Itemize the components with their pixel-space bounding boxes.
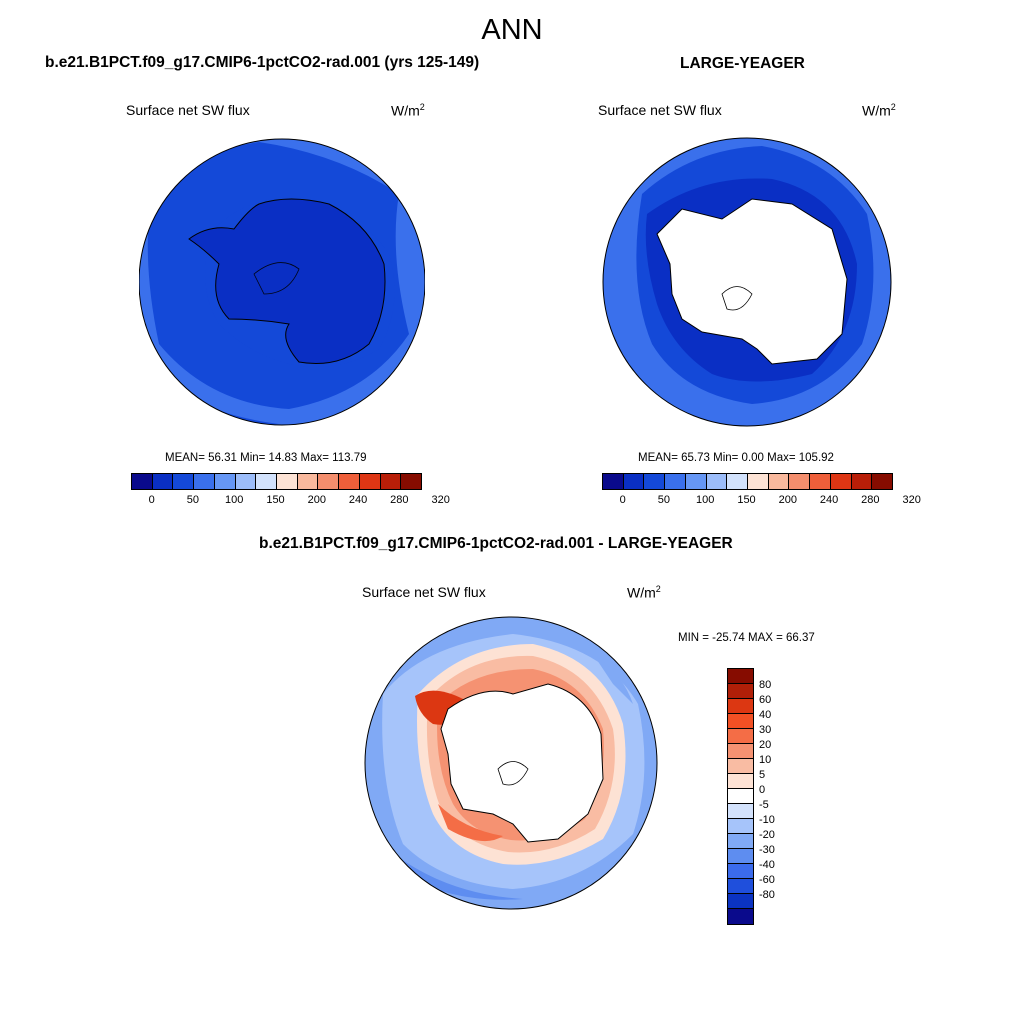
colorbar-box — [318, 474, 340, 489]
colorbar-tick-label: -60 — [759, 874, 775, 886]
colorbar-box — [728, 684, 753, 699]
obs-panel-title: LARGE-YEAGER — [680, 55, 805, 72]
colorbar-box — [728, 669, 753, 684]
colorbar-tick-label: 80 — [759, 679, 772, 691]
colorbar-box — [728, 789, 753, 804]
colorbar-box — [277, 474, 298, 489]
colorbar-box — [706, 474, 728, 489]
colorbar-tick-label: 150 — [737, 494, 756, 506]
colorbar-box — [603, 474, 624, 489]
colorbar-box — [623, 474, 645, 489]
colorbar-tick-label: -40 — [759, 859, 775, 871]
colorbar-box — [748, 474, 769, 489]
obs-stats: MEAN= 65.73 Min= 0.00 Max= 105.92 — [638, 452, 834, 464]
model-panel-title: b.e21.B1PCT.f09_g17.CMIP6-1pctCO2-rad.00… — [45, 54, 480, 71]
colorbar-box — [256, 474, 278, 489]
diff-colorbar — [727, 668, 754, 925]
colorbar-box — [665, 474, 686, 489]
obs-polar-map — [602, 137, 892, 427]
colorbar-box — [728, 714, 753, 729]
colorbar-tick-label: -80 — [759, 889, 775, 901]
model-colorbar-ticks: 0 50 100 150 200 240 280 320 — [0, 494, 1024, 508]
colorbar-box — [728, 699, 753, 714]
diff-variable-label: Surface net SW flux — [362, 584, 486, 600]
colorbar-tick-label: 10 — [759, 754, 772, 766]
colorbar-box — [728, 759, 753, 774]
colorbar-box — [727, 474, 749, 489]
colorbar-box — [339, 474, 360, 489]
colorbar-tick-label: 200 — [778, 494, 797, 506]
colorbar-tick-label: 240 — [819, 494, 839, 506]
colorbar-tick-label: 280 — [390, 494, 409, 506]
colorbar-tick-label: 240 — [348, 494, 368, 506]
colorbar-box — [401, 474, 422, 489]
colorbar-tick-label: 0 — [148, 494, 155, 506]
colorbar-box — [728, 819, 753, 834]
colorbar-tick-label: 60 — [759, 694, 772, 706]
obs-variable-label: Surface net SW flux — [598, 102, 722, 118]
diff-stats: MIN = -25.74 MAX = 66.37 — [678, 632, 815, 644]
colorbar-box — [297, 474, 319, 489]
colorbar-tick-label: 30 — [759, 724, 772, 736]
colorbar-box — [768, 474, 790, 489]
colorbar-tick-label: 320 — [431, 494, 450, 506]
colorbar-box — [728, 879, 753, 894]
colorbar-box — [173, 474, 195, 489]
colorbar-box — [728, 849, 753, 864]
colorbar-box — [214, 474, 236, 489]
colorbar-box — [789, 474, 811, 489]
colorbar-box — [728, 864, 753, 879]
colorbar-box — [380, 474, 402, 489]
colorbar-box — [728, 909, 753, 924]
colorbar-tick-label: -10 — [759, 814, 775, 826]
colorbar-box — [728, 894, 753, 909]
obs-units-label: W/m2 — [862, 102, 896, 119]
colorbar-box — [644, 474, 666, 489]
colorbar-tick-label: 50 — [186, 494, 200, 506]
colorbar-box — [728, 774, 753, 789]
colorbar-box — [194, 474, 215, 489]
colorbar-tick-label: 0 — [759, 784, 766, 796]
colorbar-box — [728, 804, 753, 819]
colorbar-tick-label: 100 — [225, 494, 244, 506]
diff-polar-map — [364, 616, 658, 910]
colorbar-tick-label: 150 — [266, 494, 285, 506]
colorbar-box — [152, 474, 174, 489]
diff-panel-title: b.e21.B1PCT.f09_g17.CMIP6-1pctCO2-rad.00… — [259, 535, 733, 552]
model-units-label: W/m2 — [391, 102, 425, 119]
colorbar-box — [685, 474, 707, 489]
model-colorbar — [131, 473, 422, 490]
colorbar-box — [728, 834, 753, 849]
colorbar-tick-label: -20 — [759, 829, 775, 841]
colorbar-tick-label: 5 — [759, 769, 766, 781]
colorbar-tick-label: -30 — [759, 844, 775, 856]
colorbar-tick-label: 320 — [902, 494, 921, 506]
colorbar-box — [810, 474, 831, 489]
colorbar-box — [728, 744, 753, 759]
colorbar-tick-label: 280 — [861, 494, 880, 506]
colorbar-tick-label: 0 — [619, 494, 626, 506]
colorbar-tick-label: 50 — [657, 494, 671, 506]
colorbar-box — [359, 474, 381, 489]
obs-colorbar — [602, 473, 893, 490]
model-stats: MEAN= 56.31 Min= 14.83 Max= 113.79 — [165, 452, 367, 464]
colorbar-tick-label: 200 — [307, 494, 326, 506]
colorbar-tick-label: -5 — [759, 799, 769, 811]
colorbar-box — [235, 474, 257, 489]
colorbar-box — [728, 729, 753, 744]
diff-units-label: W/m2 — [627, 584, 661, 601]
colorbar-tick-label: 40 — [759, 709, 772, 721]
colorbar-box — [830, 474, 852, 489]
obs-colorbar-ticks: 0 50 100 150 200 240 280 320 — [0, 494, 1024, 508]
colorbar-box — [851, 474, 873, 489]
model-polar-map — [139, 138, 425, 426]
colorbar-tick-label: 20 — [759, 739, 772, 751]
colorbar-box — [132, 474, 153, 489]
main-title: ANN — [481, 14, 543, 46]
colorbar-box — [872, 474, 893, 489]
model-variable-label: Surface net SW flux — [126, 102, 250, 118]
colorbar-tick-label: 100 — [696, 494, 715, 506]
